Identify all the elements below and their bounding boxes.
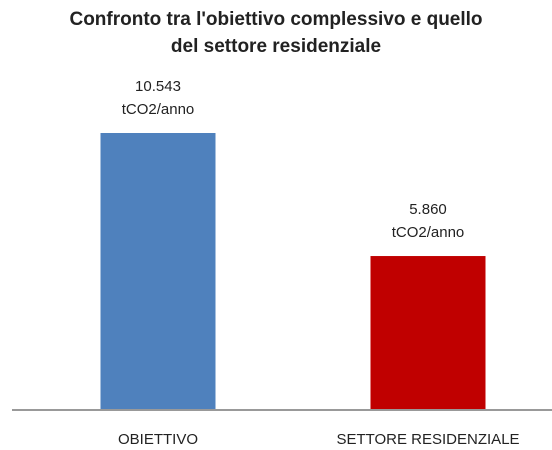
chart-title: Confronto tra l'obiettivo complessivo e …	[69, 9, 483, 57]
data-label: tCO2/anno	[392, 224, 465, 241]
x-tick-label: OBIETTIVO	[118, 431, 198, 448]
data-label: 5.860	[409, 201, 447, 218]
data-label: 10.543	[135, 78, 181, 95]
bar	[370, 256, 486, 410]
bar	[100, 133, 216, 410]
x-tick-label: SETTORE RESIDENZIALE	[336, 431, 519, 448]
data-label: tCO2/anno	[122, 101, 195, 118]
